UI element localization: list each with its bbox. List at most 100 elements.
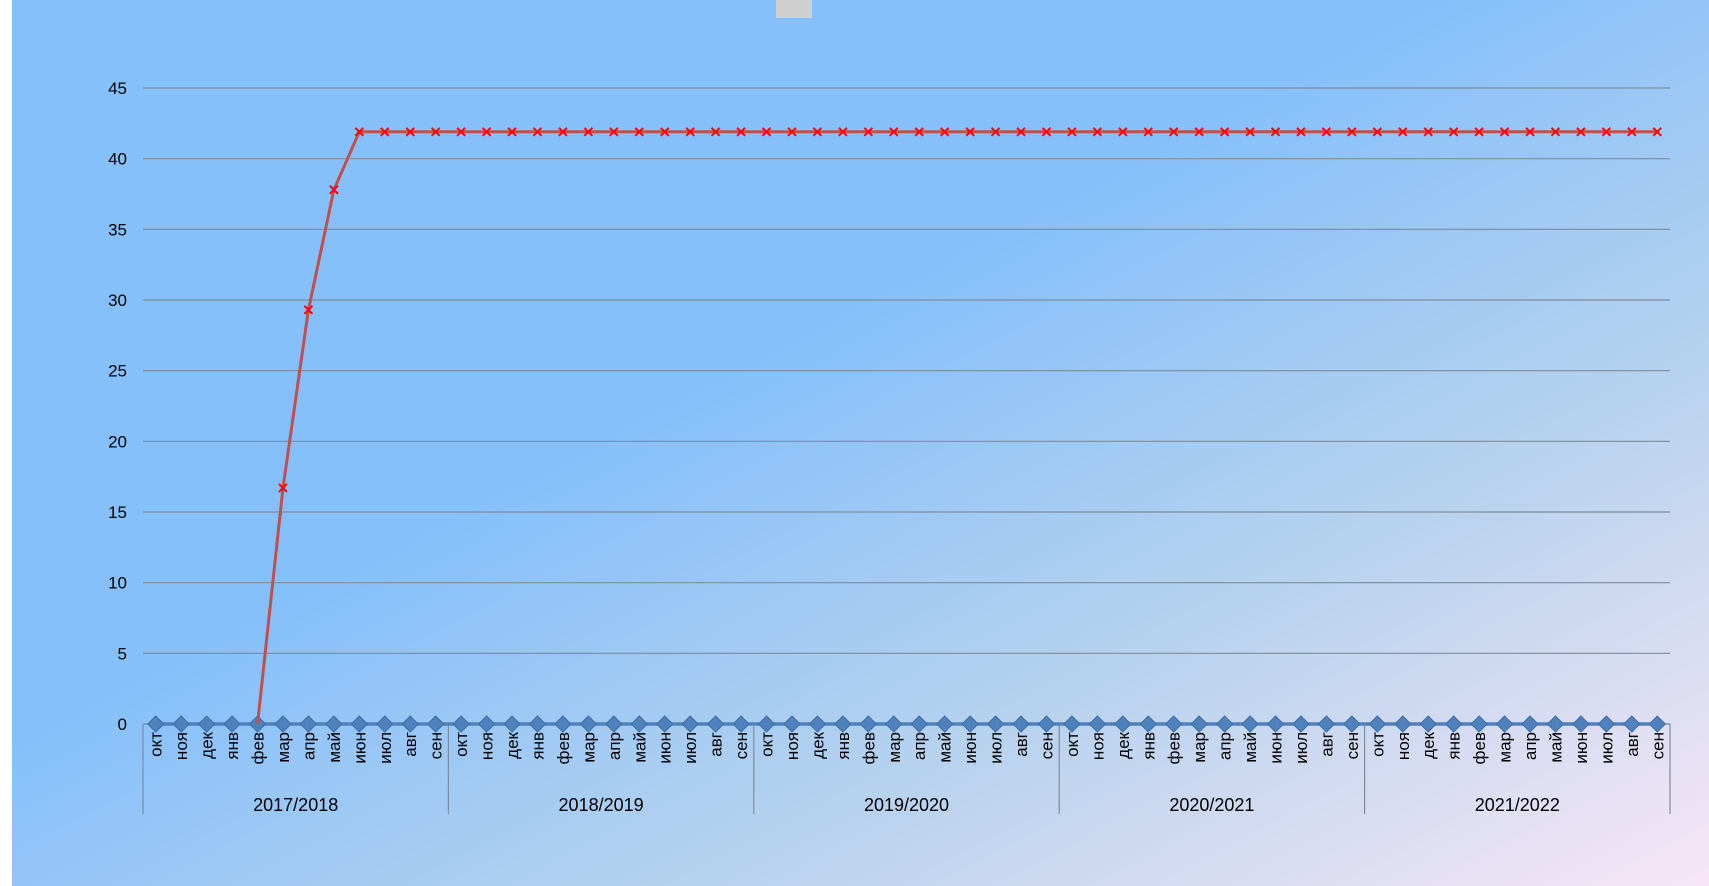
data-point-diamond (147, 715, 165, 733)
data-point-x (710, 127, 721, 137)
data-point-diamond (350, 715, 369, 733)
data-point-x (1092, 127, 1103, 137)
scroll-thumb (776, 0, 812, 18)
x-tick-label: авг (1623, 732, 1642, 757)
data-point-x (660, 127, 670, 137)
data-point-x (1627, 127, 1637, 137)
data-point-x (1245, 127, 1255, 137)
data-point-diamond (783, 715, 801, 733)
x-tick-label: апр (299, 732, 318, 760)
data-point-diamond (197, 715, 216, 733)
x-tick-label: окт (452, 732, 471, 757)
data-point-diamond (503, 715, 521, 733)
data-point-diamond (1063, 715, 1081, 733)
data-point-x (583, 127, 594, 137)
x-tick-label: июн (1572, 732, 1591, 764)
x-tick-label: фев (554, 732, 573, 764)
data-point-x (456, 127, 466, 137)
x-tick-label: сен (732, 732, 751, 759)
x-tick-label: июн (961, 732, 980, 764)
data-point-x (990, 127, 1001, 137)
data-point-diamond (961, 715, 979, 733)
x-tick-label: авг (401, 732, 420, 757)
y-tick-label: 30 (108, 291, 127, 310)
data-point-diamond (935, 715, 954, 733)
data-point-x (481, 127, 492, 137)
data-point-diamond (426, 715, 445, 733)
x-tick-label: май (325, 732, 344, 763)
x-tick-label: апр (1521, 732, 1540, 760)
x-tick-label: июл (681, 732, 700, 764)
data-point-diamond (299, 715, 318, 733)
series-line (256, 130, 1658, 725)
data-point-x (685, 127, 695, 137)
chart-background (12, 0, 1709, 886)
data-point-x (609, 127, 619, 137)
data-point-x (634, 127, 644, 137)
y-tick-label: 45 (108, 79, 127, 98)
data-point-x (838, 127, 848, 137)
x-tick-label: янв (223, 732, 242, 760)
x-tick-label: дек (503, 731, 522, 758)
x-tick-label: май (630, 732, 649, 763)
data-point-diamond (1394, 715, 1412, 733)
data-point-x (558, 127, 568, 137)
data-point-diamond (1088, 715, 1107, 733)
x-tick-label: дек (1419, 731, 1438, 758)
data-point-diamond (1165, 715, 1183, 733)
data-point-diamond (376, 715, 394, 733)
x-tick-label: фев (1165, 732, 1184, 764)
data-point-x (1652, 127, 1662, 137)
x-tick-label: авг (707, 732, 726, 757)
data-point-x (1423, 127, 1433, 137)
data-point-diamond (630, 715, 648, 733)
x-tick-label: янв (834, 732, 853, 760)
data-point-diamond (528, 715, 547, 733)
y-tick-label: 15 (108, 503, 127, 522)
x-tick-label: ноя (478, 732, 497, 760)
x-tick-label: окт (758, 732, 777, 757)
data-point-x (1118, 127, 1128, 137)
data-point-diamond (885, 715, 903, 733)
data-point-diamond (1546, 715, 1565, 733)
data-point-x (761, 127, 772, 137)
data-point-diamond (1215, 715, 1234, 733)
data-point-x (1474, 127, 1484, 137)
data-point-x (1016, 127, 1026, 137)
data-point-x (405, 127, 415, 137)
x-tick-label: окт (1368, 732, 1387, 757)
data-point-x (1372, 127, 1383, 137)
data-point-x (812, 127, 823, 137)
data-point-diamond (732, 715, 750, 733)
data-point-diamond (172, 715, 190, 733)
data-point-diamond (808, 715, 827, 733)
data-point-x (1194, 127, 1204, 137)
data-point-diamond (579, 715, 598, 733)
data-point-x (1270, 127, 1281, 137)
data-point-diamond (452, 715, 470, 733)
data-point-diamond (1623, 715, 1641, 733)
x-tick-label: фев (1470, 732, 1489, 764)
data-point-diamond (554, 715, 572, 733)
x-tick-label: авг (1012, 732, 1031, 757)
data-point-diamond (1266, 715, 1285, 733)
data-point-diamond (986, 715, 1005, 733)
y-axis-ticks: 0 5 10 15 20 25 30 35 40 45 (108, 79, 127, 734)
x-tick-label: дек (198, 731, 217, 758)
data-point-x (329, 185, 339, 195)
data-point-diamond (706, 715, 725, 733)
data-point-diamond (1037, 715, 1056, 733)
data-point-x (1499, 127, 1510, 137)
y-tick-label: 35 (108, 220, 127, 239)
data-point-diamond (757, 715, 776, 733)
x-tick-label: июл (987, 732, 1006, 764)
data-point-x (1576, 127, 1586, 137)
x-tick-label: сен (427, 732, 446, 759)
data-point-diamond (1139, 715, 1157, 733)
x-tick-label: мар (579, 732, 598, 763)
x-tick-label: сен (1343, 732, 1362, 759)
x-tick-label: июн (1267, 732, 1286, 764)
x-group-label: 2018/2019 (559, 795, 644, 815)
data-point-x (1398, 127, 1408, 137)
